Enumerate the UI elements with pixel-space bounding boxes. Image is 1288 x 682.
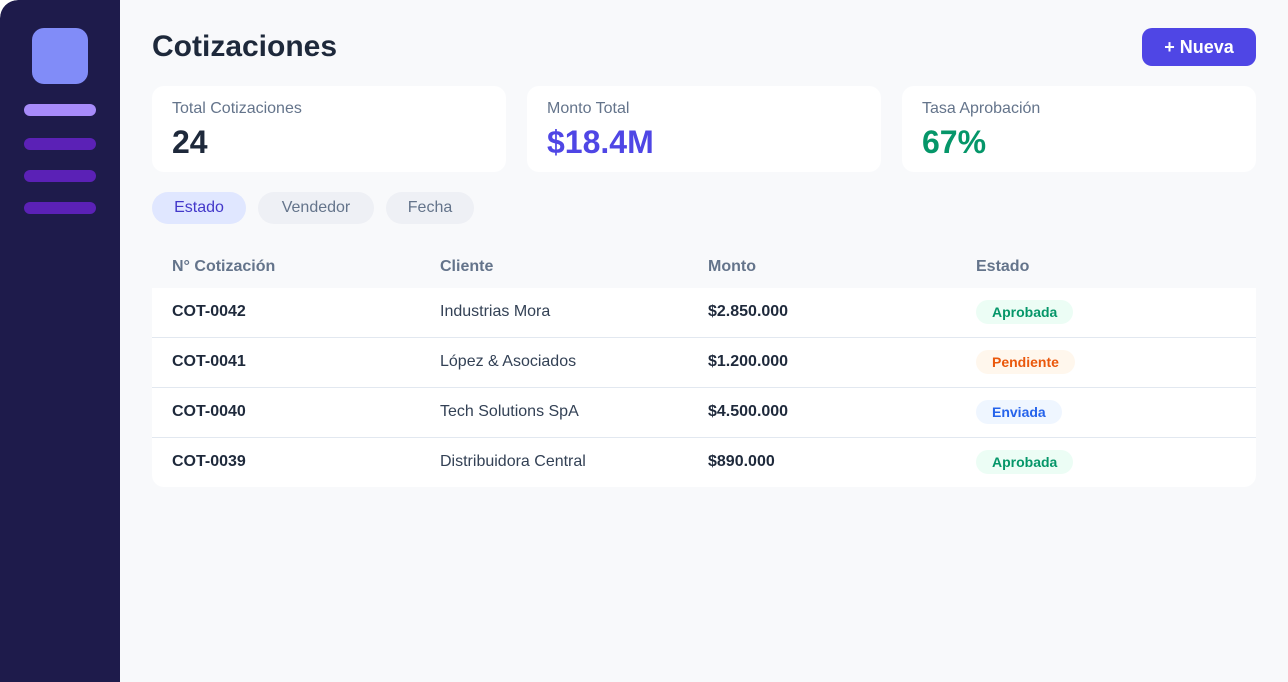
stat-card: Total Cotizaciones 24 (152, 86, 506, 172)
table-cell: Distribuidora Central (440, 453, 586, 470)
table-row[interactable]: COT-0041 López & Asociados $1.200.000 Pendi… (152, 338, 1256, 388)
table-cell: $890.000 (708, 453, 775, 470)
table-cell: COT-0042 (172, 303, 246, 320)
table-cell: COT-0040 (172, 403, 246, 420)
table-cell: $4.500.000 (708, 403, 789, 420)
filter-chip[interactable]: Estado (152, 192, 246, 224)
table-cell: $2.850.000 (708, 303, 789, 320)
status-badge: Enviada (976, 400, 1062, 424)
stat-label: Monto Total (547, 100, 630, 117)
nav-item[interactable] (24, 138, 96, 150)
column-header: Monto (708, 258, 756, 275)
table-row[interactable]: COT-0042 Industrias Mora $2.850.000 Aprobad… (152, 288, 1256, 338)
page-title: Cotizaciones (152, 30, 338, 63)
table-cell: COT-0041 (172, 353, 246, 370)
stat-label: Total Cotizaciones (172, 100, 302, 117)
stat-card: Tasa Aprobación 67% (902, 86, 1256, 172)
status-badge: Pendiente (976, 350, 1075, 374)
column-header: Estado (976, 258, 1030, 275)
table-row[interactable]: COT-0040 Tech Solutions SpA $4.500.000 Envi… (152, 388, 1256, 438)
filter-chip[interactable]: Vendedor (258, 192, 374, 224)
sidebar (0, 0, 120, 682)
stat-value: $18.4M (547, 124, 654, 160)
stat-label: Tasa Aprobación (922, 100, 1041, 117)
logo[interactable] (32, 28, 88, 84)
table-cell: COT-0039 (172, 453, 246, 470)
table-cell: Tech Solutions SpA (440, 403, 579, 420)
stat-value: 67% (922, 124, 987, 160)
table-cell: $1.200.000 (708, 353, 789, 370)
column-header: N° Cotización (172, 258, 276, 275)
table-row[interactable]: COT-0039 Distribuidora Central $890.000 Apr… (152, 438, 1256, 487)
stat-card: Monto Total $18.4M (527, 86, 881, 172)
nav-item[interactable] (24, 104, 96, 116)
filter-chip[interactable]: Fecha (386, 192, 474, 224)
stat-value: 24 (172, 124, 208, 160)
status-badge: Aprobada (976, 450, 1074, 474)
table-cell: López & Asociados (440, 353, 577, 370)
nav-item[interactable] (24, 170, 96, 182)
column-header: Cliente (440, 258, 494, 275)
table-cell: Industrias Mora (440, 303, 551, 320)
status-badge: Aprobada (976, 300, 1074, 324)
new-button[interactable]: + Nueva (1142, 28, 1256, 66)
nav-item[interactable] (24, 202, 96, 214)
